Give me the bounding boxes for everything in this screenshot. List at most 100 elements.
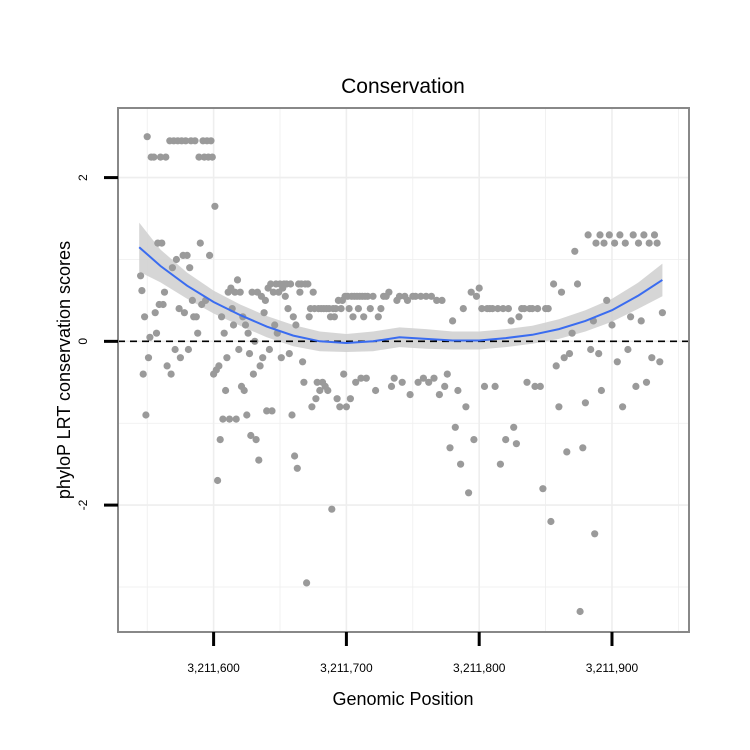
data-point bbox=[146, 333, 154, 341]
data-point bbox=[539, 485, 547, 493]
data-point bbox=[249, 370, 257, 378]
data-point bbox=[252, 436, 260, 444]
data-point bbox=[534, 305, 542, 313]
data-point bbox=[206, 251, 214, 259]
data-point bbox=[600, 239, 608, 247]
data-point bbox=[324, 386, 332, 395]
data-point bbox=[271, 321, 279, 329]
data-point bbox=[523, 378, 531, 386]
data-point bbox=[259, 354, 267, 362]
data-point bbox=[260, 309, 268, 317]
data-point bbox=[550, 280, 558, 288]
data-point bbox=[563, 448, 571, 456]
data-point bbox=[597, 386, 606, 395]
data-point bbox=[457, 460, 465, 468]
data-point bbox=[305, 313, 313, 321]
data-point bbox=[277, 354, 285, 362]
data-point bbox=[196, 239, 204, 247]
data-point bbox=[167, 370, 175, 378]
data-point bbox=[247, 431, 255, 440]
data-point bbox=[467, 288, 475, 296]
data-point bbox=[385, 288, 393, 296]
points-layer bbox=[137, 133, 667, 616]
data-point bbox=[435, 391, 443, 399]
data-point bbox=[340, 370, 348, 378]
x-tick-label: 3,211,900 bbox=[586, 661, 639, 675]
data-point bbox=[629, 231, 637, 239]
data-point bbox=[387, 382, 396, 390]
data-point bbox=[235, 345, 243, 354]
data-point bbox=[637, 317, 645, 325]
data-point bbox=[265, 345, 273, 354]
data-point bbox=[438, 296, 446, 304]
data-point bbox=[472, 292, 481, 300]
data-point bbox=[491, 382, 499, 390]
data-point bbox=[621, 239, 629, 247]
data-point bbox=[152, 329, 161, 337]
data-point bbox=[328, 505, 336, 513]
data-point bbox=[512, 440, 521, 448]
data-point bbox=[255, 456, 263, 464]
data-point bbox=[219, 415, 227, 423]
data-point bbox=[581, 399, 590, 407]
data-point bbox=[369, 292, 377, 300]
data-point bbox=[186, 264, 194, 272]
data-point bbox=[462, 403, 470, 411]
data-point bbox=[218, 313, 226, 321]
data-point bbox=[243, 411, 251, 419]
data-point bbox=[182, 137, 190, 145]
data-point bbox=[288, 411, 296, 419]
data-point bbox=[573, 280, 582, 288]
data-point bbox=[160, 288, 169, 296]
data-point bbox=[584, 231, 592, 239]
data-point bbox=[303, 579, 311, 587]
data-point bbox=[313, 378, 321, 386]
data-point bbox=[362, 374, 370, 382]
data-point bbox=[172, 255, 180, 264]
data-point bbox=[650, 231, 659, 239]
data-point bbox=[269, 288, 277, 296]
data-point bbox=[494, 305, 502, 313]
data-point bbox=[229, 321, 238, 329]
smooth-fit-line bbox=[138, 246, 663, 345]
data-point bbox=[552, 362, 560, 370]
data-point bbox=[417, 292, 425, 300]
data-point bbox=[480, 382, 489, 390]
data-point bbox=[502, 436, 510, 444]
data-point bbox=[414, 378, 422, 386]
data-point bbox=[587, 345, 595, 354]
data-point bbox=[395, 292, 404, 300]
data-point bbox=[171, 345, 179, 354]
data-point bbox=[144, 354, 153, 362]
data-point bbox=[656, 358, 664, 366]
y-tick-label: -2 bbox=[76, 499, 90, 510]
data-point bbox=[261, 296, 269, 304]
data-point bbox=[195, 153, 203, 161]
data-point bbox=[565, 350, 574, 358]
data-point bbox=[296, 288, 304, 296]
data-point bbox=[300, 378, 308, 386]
data-point bbox=[180, 309, 188, 317]
data-point bbox=[332, 305, 340, 313]
data-point bbox=[194, 329, 202, 337]
data-point bbox=[499, 305, 507, 313]
chart-title: Conservation bbox=[341, 75, 465, 98]
data-point bbox=[188, 296, 196, 304]
data-point bbox=[605, 231, 613, 239]
data-point bbox=[336, 403, 344, 411]
data-point bbox=[256, 362, 264, 370]
data-point bbox=[354, 305, 362, 313]
data-point bbox=[292, 321, 300, 329]
data-point bbox=[555, 403, 563, 411]
data-point bbox=[624, 345, 632, 354]
data-point bbox=[446, 444, 454, 452]
data-point bbox=[627, 313, 635, 321]
line-layer bbox=[118, 246, 689, 345]
data-point bbox=[208, 153, 216, 161]
data-point bbox=[441, 382, 449, 390]
data-point bbox=[571, 247, 579, 255]
data-point bbox=[150, 153, 158, 161]
data-point bbox=[608, 321, 616, 329]
data-point bbox=[520, 305, 528, 313]
data-point bbox=[183, 251, 191, 259]
